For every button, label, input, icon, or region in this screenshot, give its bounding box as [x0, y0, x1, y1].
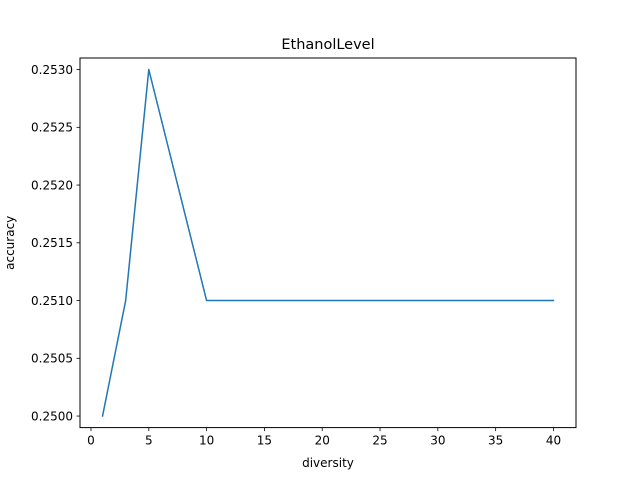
x-axis: 0 5 10 15 20 25 30 35 40: [87, 427, 561, 448]
x-tick-label: 40: [546, 434, 561, 448]
chart-title: EthanolLevel: [281, 37, 374, 53]
x-tick-label: 15: [257, 434, 272, 448]
y-axis: 0.2500 0.2505 0.2510 0.2515 0.2520 0.2525 0.25…: [31, 63, 80, 423]
x-tick-label: 35: [488, 434, 503, 448]
x-tick-label: 10: [199, 434, 214, 448]
y-tick-label: 0.2505: [31, 352, 73, 366]
plot-area: [101, 68, 555, 417]
x-tick-label: 0: [87, 434, 95, 448]
y-axis-label: accuracy: [3, 216, 17, 270]
x-tick-label: 5: [145, 434, 153, 448]
y-tick-label: 0.2520: [31, 178, 73, 192]
x-axis-label: diversity: [302, 456, 354, 470]
x-tick-label: 30: [430, 434, 445, 448]
x-tick-label: 20: [315, 434, 330, 448]
y-tick-label: 0.2525: [31, 121, 73, 135]
y-tick-label: 0.2510: [31, 294, 73, 308]
y-tick-label: 0.2500: [31, 409, 73, 423]
y-tick-label: 0.2530: [31, 63, 73, 77]
x-tick-label: 25: [372, 434, 387, 448]
series-line-0: [101, 68, 555, 417]
y-tick-label: 0.2515: [31, 236, 73, 250]
